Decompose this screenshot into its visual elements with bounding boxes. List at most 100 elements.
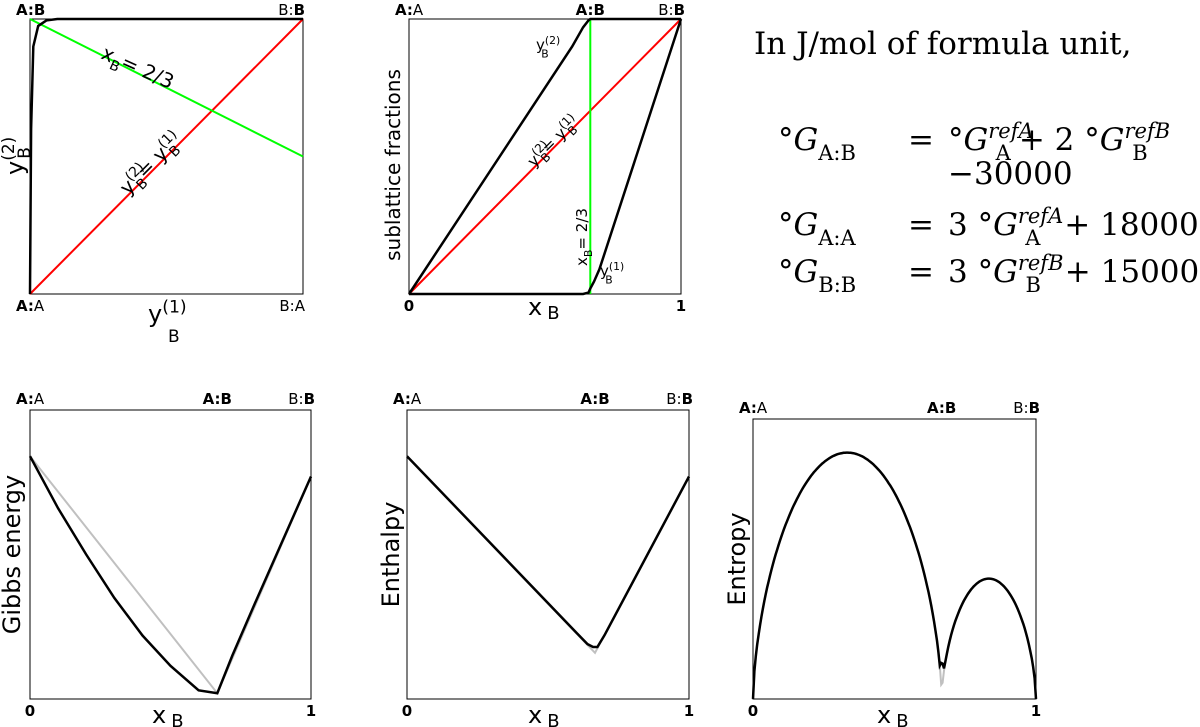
series-red-line [408,18,682,295]
lhs-0-sub: A:B [817,141,856,165]
rhs-0-1-degree: ° [1084,122,1100,158]
top-label-2-part: B [1029,399,1040,417]
lhs-1-degree: ° [778,207,794,243]
series-model-black [751,451,1038,700]
lhs-2-symbol: G [794,254,819,290]
rhs-1-0-symbol: G [993,207,1018,243]
x-axis-label-main: x [528,293,542,321]
rhs-pre-1-0: 3 [948,207,978,243]
top-label-0: A:A [393,390,422,408]
y1-curve-label-sub: B [605,274,612,287]
top-label-2-part: B [674,1,685,19]
green-label-eq: = 2/3 [118,49,178,93]
red-line-label: y(2)B= y(1)B [114,127,190,203]
x-tick-label-0: 0 [748,702,758,720]
y-axis-label: Gibbs energy [0,475,26,635]
top-label-0-part: A [413,1,424,19]
corner-label-top-left-part: A:B [16,1,45,19]
rhs-0-1-sub: B [1132,141,1147,165]
y-axis-label-text: Entropy [723,512,751,605]
y-axis-label: sublattice fractions [381,69,405,261]
y1-curve-label-main: y [600,262,609,280]
corner-label-top-left: A:B [16,1,45,19]
x-axis-label-sub: B [168,327,180,347]
equation-lhs-0: °GA:B​ [778,122,856,165]
x-axis-label-sub: B [171,711,183,727]
y-axis-label: Entropy [723,512,751,605]
top-label-2-part: B: [658,1,673,19]
series-y2-curve [407,17,681,295]
top-label-1-part: A:B [580,390,609,408]
corner-label-top-right-part: B: [278,1,293,19]
series-green-line [29,18,304,158]
green-label-x: x [573,257,591,266]
lhs-1-sub: A:A [817,226,856,250]
y-axis-label-sup: (2) [0,137,19,161]
x-tick-label-1: 1 [1031,702,1041,720]
rhs-0-0-degree: ° [948,122,964,158]
equation-continuation: −30000 [948,156,1073,192]
rhs-tail-1: + 18000 [1054,207,1198,243]
y-axis-label-text: Enthalpy [377,502,405,608]
red-line-label: y(2)B= y(1)B [522,110,585,173]
y2-curve-label: y(2) B [536,34,560,61]
lhs-2-degree: ° [778,254,794,290]
lhs-0-symbol: G [794,122,819,158]
rhs-0-0-symbol: G [964,122,989,158]
x-axis-label-sup: (1) [162,297,186,317]
corner-label-bottom-left-part: A: [16,297,34,315]
rhs-0-0-sub: A [995,141,1012,165]
rhs-2-0-sup: refB [1018,251,1064,275]
rhs-tail-2: + 15000 [1055,254,1199,290]
y2-curve-label-main: y [536,36,545,54]
x-tick-label-0: 0 [404,297,414,315]
equation-equals-1: = [908,207,934,243]
top-label-2-part: B: [1013,399,1028,417]
equation-lhs-2: °GB:B​ [778,254,856,297]
y1-curve-label: y(1) B [600,260,624,287]
plot-frame [752,418,1037,700]
rhs-1-0-sub: A [1024,226,1041,250]
y1-curve-label-sup: (1) [609,260,624,273]
rhs-0-1-sup: refB [1125,119,1171,143]
x-tick-label-0: 0 [25,702,35,720]
top-label-0-part: A: [16,390,34,408]
series-reference-grey [752,451,1037,700]
top-label-1: A:B [576,1,605,19]
x-axis-label-sub: B [547,711,559,727]
rhs-2-0-degree: ° [978,254,994,290]
lhs-0-degree: ° [778,122,794,158]
x-axis-label-main: y [148,300,162,328]
x-tick-label-1: 1 [684,702,694,720]
corner-label-bottom-left: A:A [16,297,45,315]
equations-panel: In J/mol of formula unit, °GA:B​ = °GrefAA​… [754,26,1199,297]
top-label-2-part: B: [288,390,303,408]
y-axis-label-sub: B [15,147,35,159]
y-axis-label-text: Gibbs energy [0,475,26,635]
top-label-0: A:A [739,399,768,417]
rhs-2-0-symbol: G [993,254,1018,290]
x-axis-label-main: x [152,701,166,727]
top-label-0-part: A: [393,390,411,408]
top-label-0: A:A [16,390,45,408]
top-label-2-part: B [304,390,315,408]
series-model-black [406,455,691,649]
rhs-2-0-sub: B [1026,273,1041,297]
top-label-1: A:B [580,390,609,408]
top-label-0: A:A [395,1,424,19]
top-label-0-part: A: [395,1,413,19]
x-axis-label: y(1) [148,297,187,328]
corner-label-bottom-right: B:A [279,297,305,315]
x-axis-label-main: x [528,701,542,727]
